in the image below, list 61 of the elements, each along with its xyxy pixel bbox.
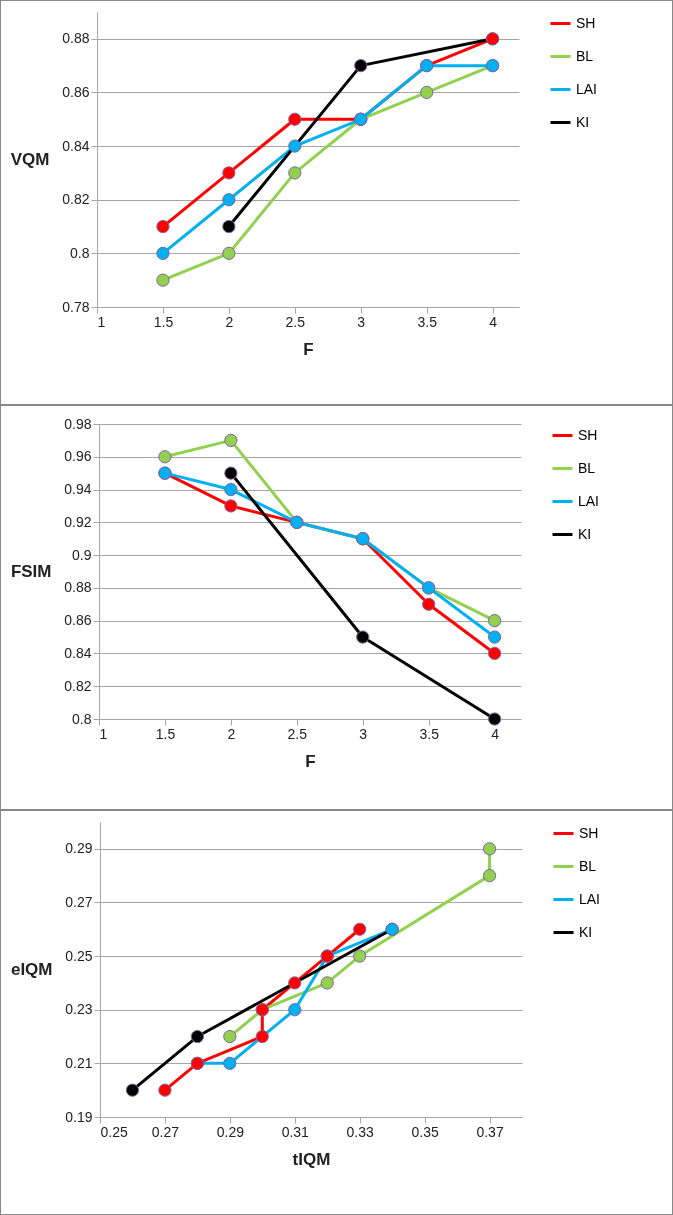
x-tick-label: 0.31 [281,1123,310,1140]
x-axis-title: F [303,339,314,359]
y-tick-label: 0.96 [64,448,92,465]
x-tick-label: 1.5 [153,313,174,330]
y-tick-label: 0.29 [65,840,93,857]
x-tick-label: 1.5 [155,725,176,742]
x-tick-label: 4 [489,313,498,330]
x-tick-label: 1 [99,725,108,742]
y-tick-label: 0.21 [65,1054,93,1071]
y-tick-label: 0.92 [64,513,92,530]
y-tick-label: 0.84 [62,137,90,154]
y-tick-label: 0.82 [62,191,90,208]
y-tick-label: 0.84 [64,644,92,661]
legend-label: BL [578,459,596,476]
legend-label: SH [579,824,599,841]
x-axis-title: F [305,751,316,771]
y-axis-title: eIQM [10,960,53,979]
y-tick-label: 0.82 [64,677,92,694]
x-tick-label: 0.33 [346,1123,375,1140]
y-tick-label: 0.25 [65,947,93,964]
x-tick-label: 0.35 [411,1123,439,1140]
y-tick-label: 0.88 [64,579,92,596]
x-tick-label: 3.5 [419,725,440,742]
legend-label: KI [576,113,590,130]
legend-label: LAI [579,890,601,907]
y-axis-title: VQM [10,150,50,169]
legend-label: KI [578,525,592,542]
x-tick-label: 2.5 [287,725,308,742]
x-tick-label: 0.27 [151,1123,180,1140]
legend-label: BL [576,47,594,64]
x-tick-label: 0.25 [100,1123,128,1140]
y-tick-label: 0.98 [64,415,92,432]
x-tick-label: 0.37 [476,1123,504,1140]
x-axis-title: tIQM [292,1149,331,1169]
legend-label: SH [578,426,598,443]
y-tick-label: 0.27 [65,893,93,910]
y-tick-label: 0.23 [65,1001,93,1018]
x-tick-label: 2 [227,725,236,742]
x-tick-label: 1 [97,313,106,330]
y-tick-label: 0.19 [65,1108,93,1125]
x-tick-label: 3.5 [417,313,438,330]
y-tick-label: 0.9 [72,546,92,563]
legend-label: LAI [576,80,598,97]
y-tick-label: 0.86 [64,612,92,629]
y-tick-label: 0.8 [72,710,92,727]
legend-label: SH [576,14,596,31]
legend-label: KI [579,923,593,940]
x-tick-label: 3 [357,313,366,330]
x-tick-label: 0.29 [216,1123,245,1140]
y-axis-title: FSIM [10,562,52,581]
x-tick-label: 2.5 [285,313,306,330]
y-tick-label: 0.88 [62,30,90,47]
x-tick-label: 2 [225,313,234,330]
x-tick-label: 3 [359,725,368,742]
x-tick-label: 4 [491,725,500,742]
y-tick-label: 0.86 [62,83,90,100]
y-tick-label: 0.78 [62,298,90,315]
y-tick-label: 0.94 [64,481,92,498]
legend-label: LAI [578,492,600,509]
y-tick-label: 0.8 [70,244,90,261]
legend-label: BL [579,857,597,874]
